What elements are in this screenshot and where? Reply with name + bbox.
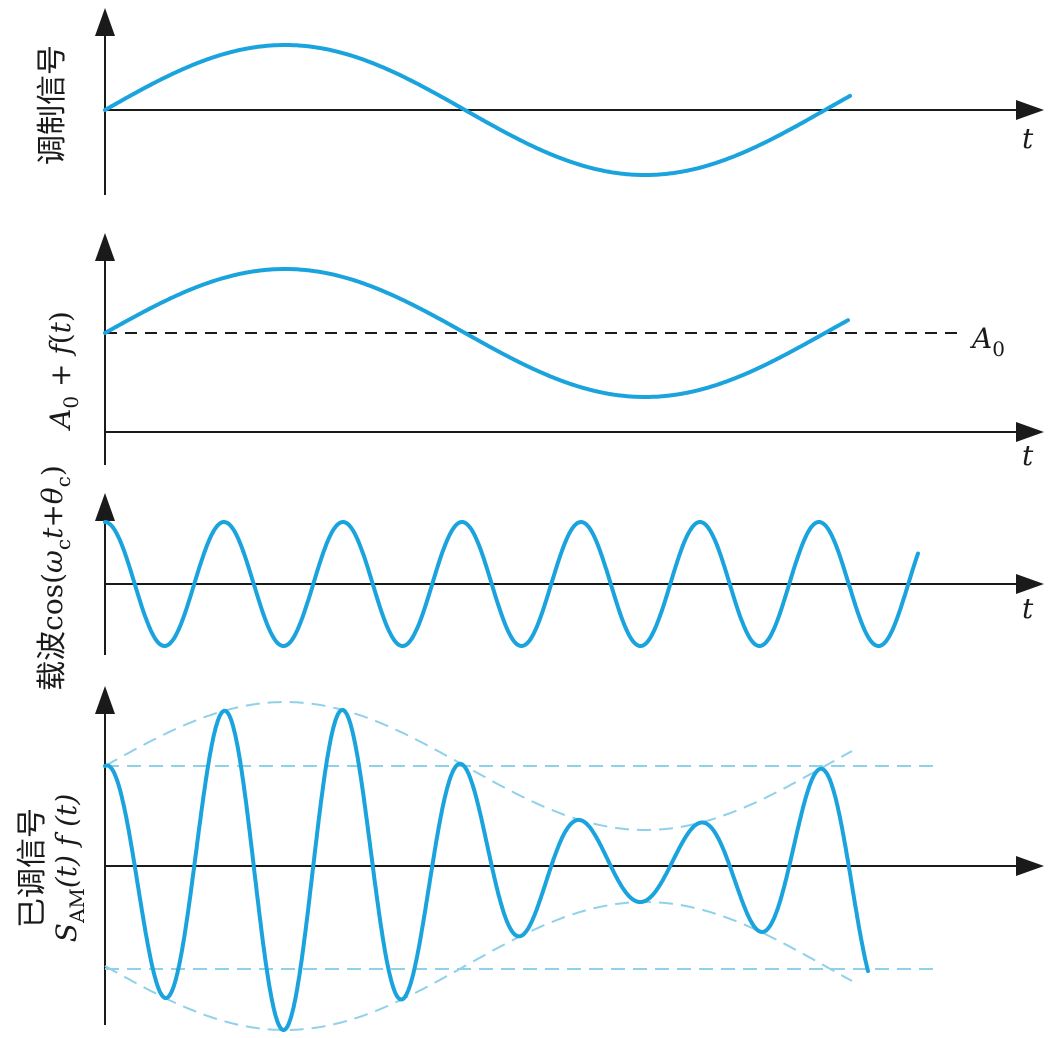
y-axis-label-4a: 已调信号 — [15, 808, 50, 928]
y-axis-label-4b: SAM(t) f (t) — [50, 794, 89, 942]
modulating-wave — [103, 43, 852, 177]
x-axis-label-1: t — [1022, 122, 1034, 155]
am-wave — [103, 707, 870, 1032]
dc-reference-label: A0 — [969, 322, 1005, 361]
y-axis-label-1: 调制信号 — [35, 45, 70, 165]
panel-modulated-signal: 已调信号 SAM(t) f (t) — [15, 686, 1044, 1032]
panel-modulating-signal: t 调制信号 — [35, 8, 1044, 195]
panel-dc-plus-signal: t A0 A0 + f(t) — [44, 233, 1044, 472]
y-axis-label-3: 载波cos(ωct+θc) — [35, 465, 75, 691]
y-axis-label-2: A0 + f(t) — [44, 311, 83, 432]
panel-carrier: t 载波cos(ωct+θc) — [35, 465, 1044, 691]
x-axis-label-3: t — [1022, 592, 1034, 625]
envelope-upper — [104, 701, 853, 831]
carrier-wave — [103, 520, 920, 648]
x-axis-label-2: t — [1022, 439, 1034, 472]
dc-plus-wave — [103, 267, 850, 399]
envelope-lower — [104, 901, 853, 1031]
